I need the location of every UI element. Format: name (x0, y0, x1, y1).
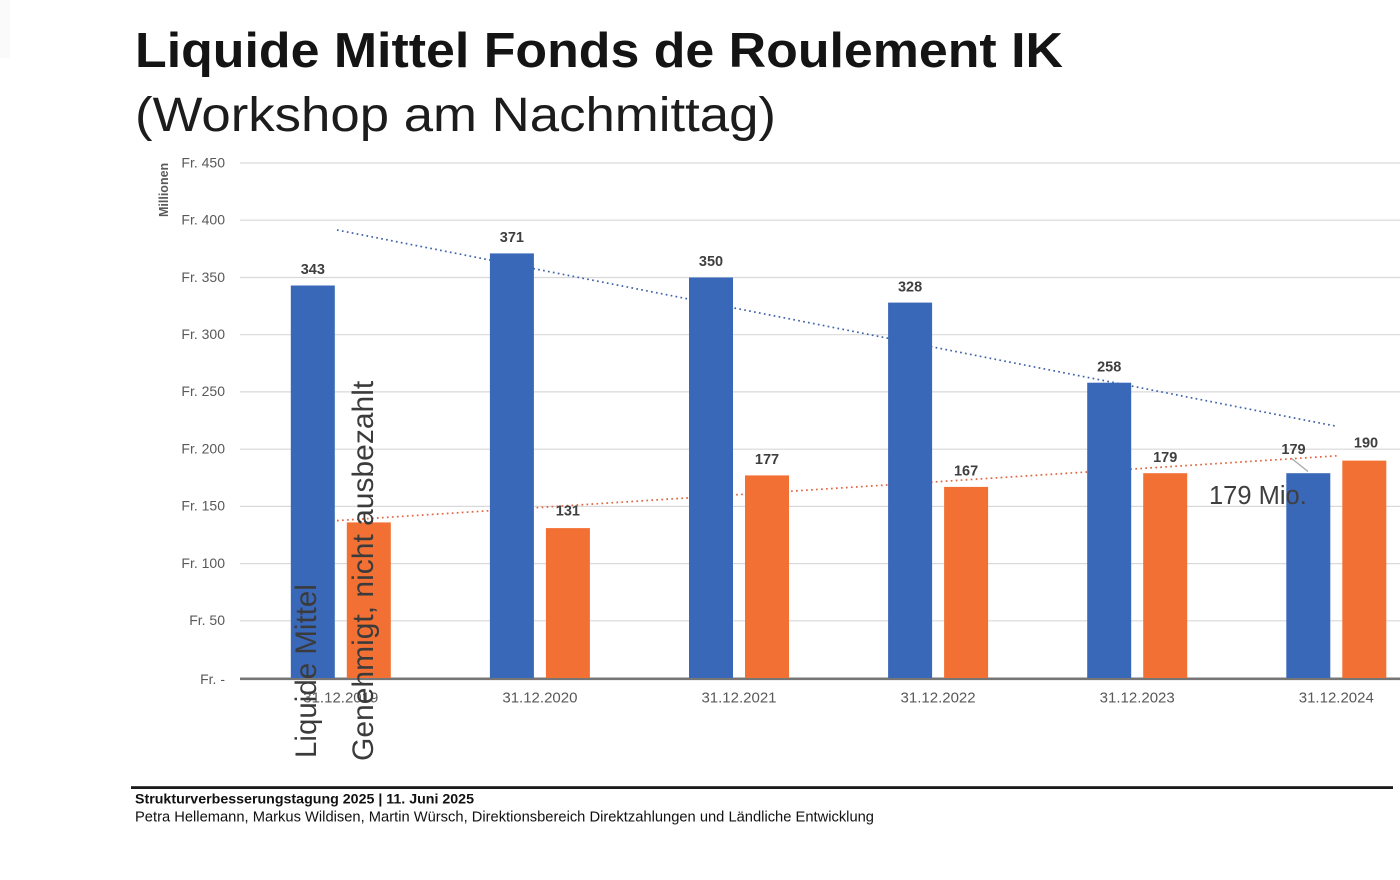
svg-text:Liquide Mittel Fonds de Roulem: Liquide Mittel Fonds de Roulement IK (135, 24, 1063, 78)
svg-text:Fr. -: Fr. - (200, 671, 225, 687)
svg-text:Millionen: Millionen (157, 163, 171, 217)
svg-text:Fr. 150: Fr. 150 (181, 498, 225, 514)
svg-text:190: 190 (1354, 436, 1378, 452)
svg-text:258: 258 (1097, 359, 1121, 375)
svg-text:343: 343 (301, 262, 325, 278)
svg-text:371: 371 (500, 230, 524, 246)
svg-text:Liquide Mittel: Liquide Mittel (290, 584, 323, 758)
svg-text:Fr. 350: Fr. 350 (181, 269, 225, 285)
svg-text:31.12.2022: 31.12.2022 (901, 690, 976, 707)
svg-text:31.12.2021: 31.12.2021 (701, 690, 776, 707)
svg-text:131: 131 (556, 504, 580, 520)
svg-text:179: 179 (1281, 442, 1305, 458)
svg-text:350: 350 (699, 254, 723, 270)
svg-text:328: 328 (898, 279, 922, 295)
svg-text:Fr. 400: Fr. 400 (181, 212, 225, 228)
svg-text:31.12.2020: 31.12.2020 (502, 690, 577, 707)
svg-text:Fr. 50: Fr. 50 (189, 612, 225, 628)
svg-text:31.12.2023: 31.12.2023 (1100, 690, 1175, 707)
svg-text:31.12.2024: 31.12.2024 (1299, 690, 1374, 707)
svg-text:Fr. 250: Fr. 250 (181, 383, 225, 399)
svg-text:Fr. 300: Fr. 300 (181, 326, 225, 342)
svg-text:(Workshop am Nachmittag): (Workshop am Nachmittag) (135, 89, 776, 142)
svg-text:179: 179 (1153, 450, 1177, 466)
svg-text:Genehmigt, nicht ausbezahlt: Genehmigt, nicht ausbezahlt (347, 380, 380, 761)
svg-text:31.12.2019: 31.12.2019 (303, 690, 378, 707)
svg-text:Strukturverbesserungstagung 20: Strukturverbesserungstagung 2025 | 11. J… (135, 791, 474, 807)
svg-text:177: 177 (755, 452, 779, 468)
svg-text:Fr. 100: Fr. 100 (181, 555, 225, 571)
svg-text:167: 167 (954, 464, 978, 480)
svg-text:Fr. 450: Fr. 450 (181, 154, 225, 170)
svg-text:Fr. 200: Fr. 200 (181, 441, 225, 457)
svg-text:Petra Hellemann, Markus Wildis: Petra Hellemann, Markus Wildisen, Martin… (135, 810, 874, 826)
svg-text:179 Mio.: 179 Mio. (1209, 482, 1307, 510)
